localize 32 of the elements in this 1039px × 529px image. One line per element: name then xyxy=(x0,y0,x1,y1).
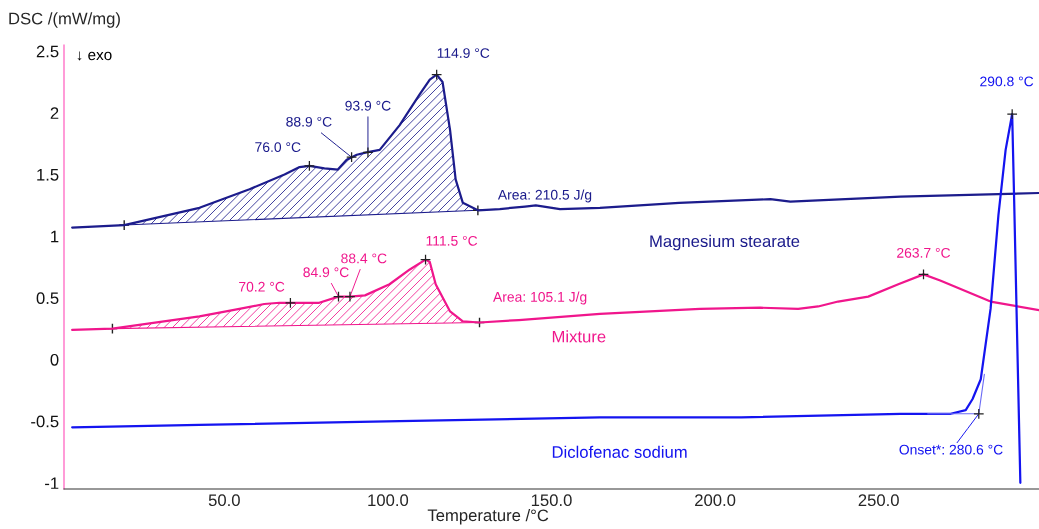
series-label: Magnesium stearate xyxy=(650,234,800,251)
annotation: Area: 105.1 J/g xyxy=(493,291,587,305)
x-tick-label: 200.0 xyxy=(695,494,736,507)
annotation: 263.7 °C xyxy=(897,247,951,258)
x-axis-title: Temperature /°C xyxy=(427,508,549,525)
annotation: 111.5 °C xyxy=(426,235,478,246)
annotation: 114.9 °C xyxy=(437,48,490,58)
x-tick-label: 50.0 xyxy=(208,494,240,507)
y-tick-label: 0.5 xyxy=(36,292,59,305)
y-tick-label: 1.5 xyxy=(37,169,59,181)
annotation: 70.2 °C xyxy=(239,281,285,292)
x-tick-label: 100.0 xyxy=(368,494,409,507)
y-tick-label: 0 xyxy=(50,353,59,366)
annotation: 88.4 °C xyxy=(341,253,387,264)
x-tick-label: 250.0 xyxy=(858,494,899,507)
x-tick-label: 150.0 xyxy=(531,494,572,507)
series-label: Diclofenac sodium xyxy=(552,445,687,458)
y-tick-label: -1 xyxy=(45,477,59,489)
y-tick-label: 1 xyxy=(51,230,59,243)
y-tick-label: 2 xyxy=(50,107,59,119)
annotation: 93.9 °C xyxy=(345,100,391,111)
annotation: 84.9 °C xyxy=(303,267,349,278)
series-label: Mixture xyxy=(552,330,606,343)
y-axis-title: DSC /(mW/mg) xyxy=(9,12,120,28)
annotation: 290.8 °C xyxy=(980,76,1034,87)
annotation: 76.0 °C xyxy=(255,142,301,153)
annotation: 88.9 °C xyxy=(286,116,332,127)
annotation: Onset*: 280.6 °C xyxy=(899,444,1003,455)
y-tick-label: -0.5 xyxy=(31,415,59,428)
y-tick-label: 2.5 xyxy=(36,45,59,58)
annotation: Area: 210.5 J/g xyxy=(497,189,592,203)
annotation: ↓ exo xyxy=(77,51,112,61)
